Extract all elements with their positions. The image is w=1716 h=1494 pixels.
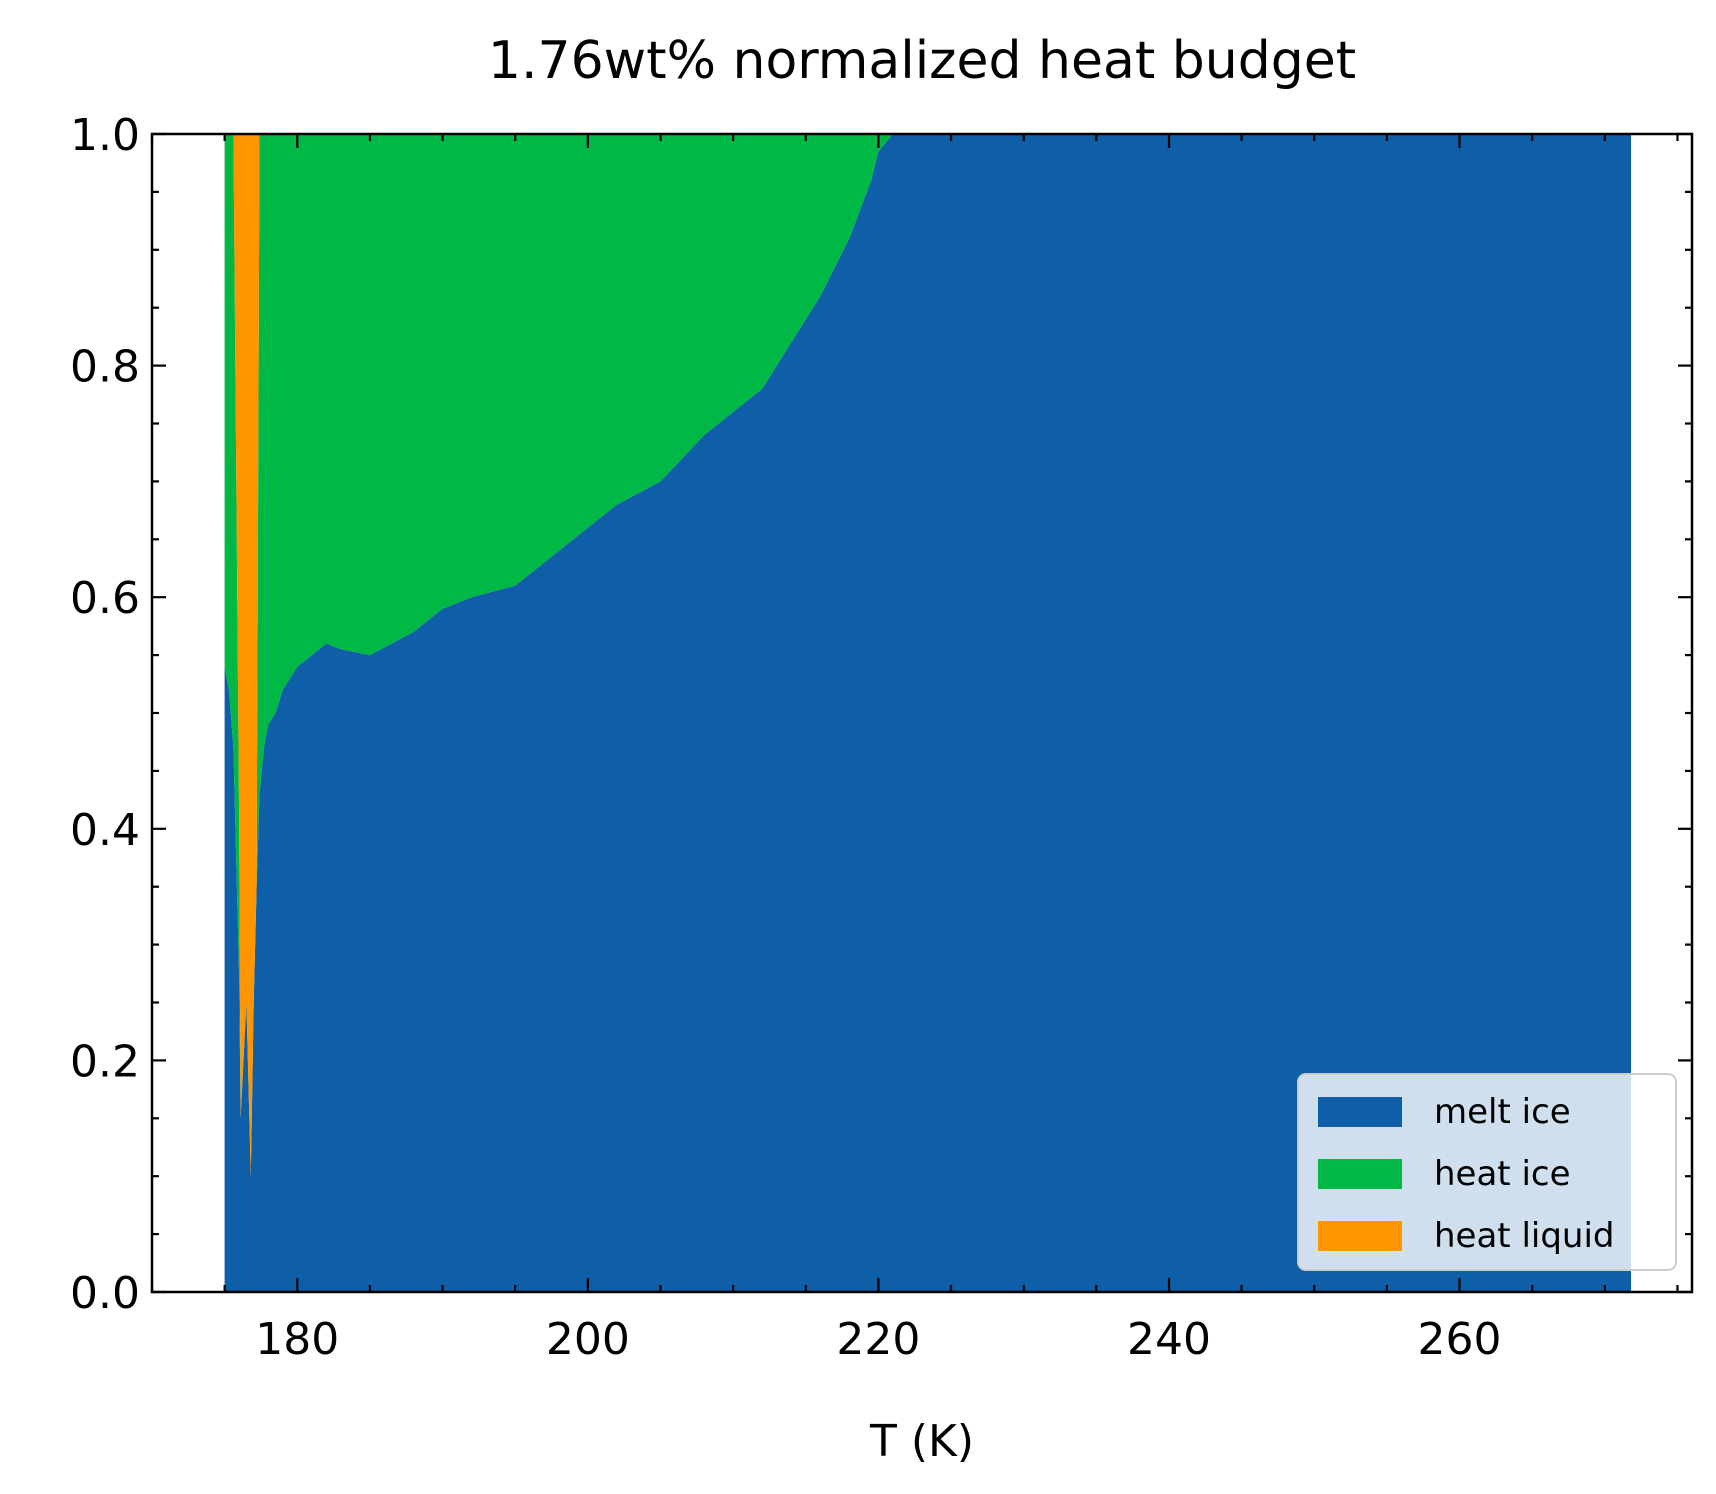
legend-label: melt ice	[1434, 1092, 1571, 1132]
legend-swatch	[1318, 1221, 1402, 1251]
y-tick-label: 0.4	[70, 805, 140, 856]
legend-swatch	[1318, 1159, 1402, 1189]
area-series-1	[224, 134, 1632, 1292]
x-tick-label: 220	[836, 1314, 920, 1365]
plot-area	[224, 134, 1632, 1292]
y-tick-label: 0.8	[70, 342, 140, 393]
area-series-2	[224, 134, 1632, 1177]
axis-ticks	[150, 132, 1692, 1294]
x-tick-label: 180	[255, 1314, 339, 1365]
x-tick-label: 260	[1418, 1314, 1502, 1365]
y-tick-label: 1.0	[70, 110, 140, 161]
x-tick-label: 200	[546, 1314, 630, 1365]
legend-label: heat ice	[1434, 1154, 1571, 1194]
legend-label: heat liquid	[1434, 1216, 1615, 1256]
legend-swatch	[1318, 1097, 1402, 1127]
legend: melt ice heat ice heat liquid	[1297, 1073, 1677, 1271]
tick-labels: 180 200 220 240 260 0.0 0.2 0.4 0.6 0.8 1.0	[70, 110, 1502, 1365]
x-axis-label: T (K)	[869, 1416, 974, 1467]
chart-title: 1.76wt% normalized heat budget	[488, 31, 1356, 91]
y-tick-label: 0.2	[70, 1036, 140, 1087]
y-tick-label: 0.0	[70, 1268, 140, 1319]
x-tick-label: 240	[1127, 1314, 1211, 1365]
y-tick-label: 0.6	[70, 573, 140, 624]
